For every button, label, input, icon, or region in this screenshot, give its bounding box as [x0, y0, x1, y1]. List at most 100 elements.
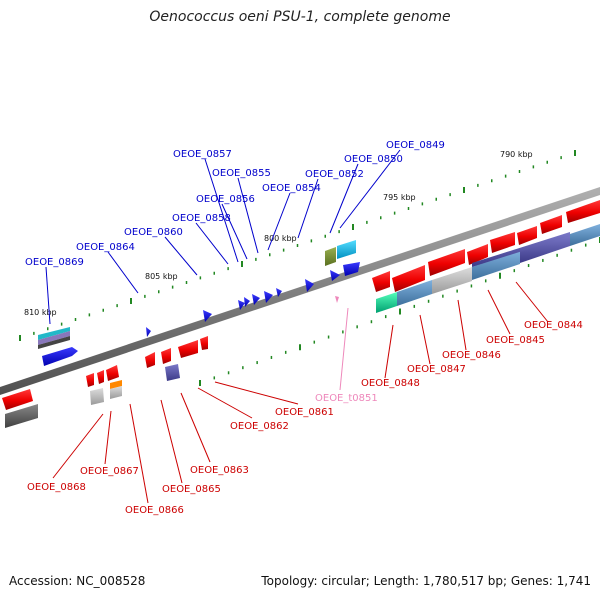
topology-info: Topology: circular; Length: 1,780,517 bp… — [261, 574, 591, 588]
gene-label: OEOE_0863 — [190, 465, 249, 476]
gene-label: OEOE_0865 — [162, 484, 221, 495]
gene-label: OEOE_0846 — [442, 350, 501, 361]
gene-label: OEOE_0868 — [27, 482, 86, 493]
reverse-gene-arrow — [86, 373, 94, 387]
reverse-gene-arrow — [372, 271, 390, 292]
reverse-gene-arrow — [2, 389, 33, 410]
feature-block — [110, 386, 122, 399]
gene-label: OEOE_0866 — [125, 505, 184, 516]
leader-line — [164, 236, 198, 276]
forward-gene-block — [325, 247, 336, 266]
leader-line — [515, 281, 549, 323]
feature-block — [90, 388, 104, 405]
gene-labels: OEOE_0849 OEOE_0850 OEOE_0852 OEOE_0854 OEOE… — [25, 140, 583, 516]
leader-line — [329, 163, 359, 234]
gene-label: OEOE_0855 — [212, 168, 271, 179]
scale-ticks — [19, 150, 600, 386]
feature-stripe — [38, 327, 70, 340]
leader-line — [197, 387, 253, 419]
reverse-gene-arrow — [178, 340, 198, 358]
forward-gene-arrow — [343, 262, 360, 276]
genome-backbone — [0, 187, 600, 395]
reverse-gene-arrow — [540, 215, 562, 234]
leader-line — [180, 392, 211, 463]
leader-line — [214, 381, 299, 405]
forward-gene-arrow — [264, 291, 273, 303]
forward-gene-block — [337, 240, 356, 259]
gene-label: OEOE_0844 — [524, 320, 583, 331]
reverse-strand-genes-left — [2, 336, 208, 428]
leader-line — [237, 177, 259, 254]
gene-label: OEOE_0850 — [344, 154, 403, 165]
reverse-gene-arrow — [517, 226, 537, 245]
leader-line — [195, 222, 229, 265]
leader-line — [339, 307, 349, 391]
feature-block — [472, 251, 520, 280]
reverse-gene-arrow — [200, 336, 208, 350]
gene-label: OEOE_0845 — [486, 335, 545, 346]
forward-gene-arrow — [252, 294, 260, 305]
label-leader-lines — [45, 149, 549, 504]
feature-block — [5, 404, 38, 428]
feature-block — [520, 234, 570, 263]
reverse-gene-arrow — [392, 265, 425, 292]
reverse-gene-arrow — [97, 370, 104, 384]
forward-gene-arrow — [276, 288, 282, 297]
gene-label: OEOE_0848 — [361, 378, 420, 389]
scale-label: 800 kbp — [264, 234, 297, 243]
gene-label: OEOE_0861 — [275, 407, 334, 418]
scale-labels: 790 kbp 795 kbp 800 kbp 805 kbp 810 kbp — [24, 150, 533, 317]
leader-line — [52, 413, 104, 479]
leader-line — [107, 251, 139, 294]
feature-block — [570, 224, 600, 246]
genome-title: Oenococcus oeni PSU-1, complete genome — [149, 9, 451, 25]
gene-label: OEOE_0869 — [25, 257, 84, 268]
scale-label: 805 kbp — [145, 272, 178, 281]
leader-line — [129, 403, 149, 504]
gene-label: OEOE_0849 — [386, 140, 445, 151]
leader-line — [297, 178, 319, 239]
gene-label: OEOE_0854 — [262, 183, 321, 194]
feature-block — [472, 232, 570, 267]
leader-line — [339, 149, 401, 229]
leader-line — [204, 158, 239, 263]
feature-stripe — [38, 336, 70, 349]
forward-gene-arrow — [244, 297, 250, 307]
gene-label: OEOE_0856 — [196, 194, 255, 205]
gene-label: OEOE_0860 — [124, 227, 183, 238]
scale-label: 810 kbp — [24, 308, 57, 317]
leader-line — [487, 289, 511, 335]
gene-label: OEOE_0852 — [305, 169, 364, 180]
gene-label: OEOE_0862 — [230, 421, 289, 432]
rna-gene-label: OEOE_t0851 — [315, 393, 378, 404]
forward-gene-arrow — [330, 270, 340, 281]
leader-line — [221, 203, 248, 260]
leader-line — [419, 314, 431, 365]
forward-gene-arrow — [238, 300, 245, 310]
feature-block — [432, 267, 472, 294]
scale-label: 790 kbp — [500, 150, 533, 159]
gene-label: OEOE_0857 — [173, 149, 232, 160]
gene-label: OEOE_0867 — [80, 466, 139, 477]
reverse-gene-arrow — [467, 244, 488, 265]
feature-block — [165, 364, 180, 381]
leader-line — [160, 399, 183, 484]
leader-line — [267, 192, 291, 251]
gene-label: OEOE_0847 — [407, 364, 466, 375]
reverse-gene-arrow — [106, 365, 119, 381]
reverse-strand-genes — [372, 200, 600, 313]
leader-line — [45, 266, 51, 325]
leader-line — [457, 299, 467, 351]
accession-info: Accession: NC_008528 — [9, 574, 146, 588]
forward-gene-arrow — [305, 279, 314, 292]
forward-gene-arrow — [203, 310, 212, 322]
rna-gene — [335, 296, 339, 303]
reverse-gene-arrow — [145, 352, 155, 368]
reverse-gene-arrow — [566, 200, 600, 223]
leader-line — [384, 324, 394, 379]
forward-strand-genes — [38, 240, 360, 366]
reverse-gene-arrow — [490, 232, 515, 253]
forward-gene-arrow — [42, 347, 78, 366]
